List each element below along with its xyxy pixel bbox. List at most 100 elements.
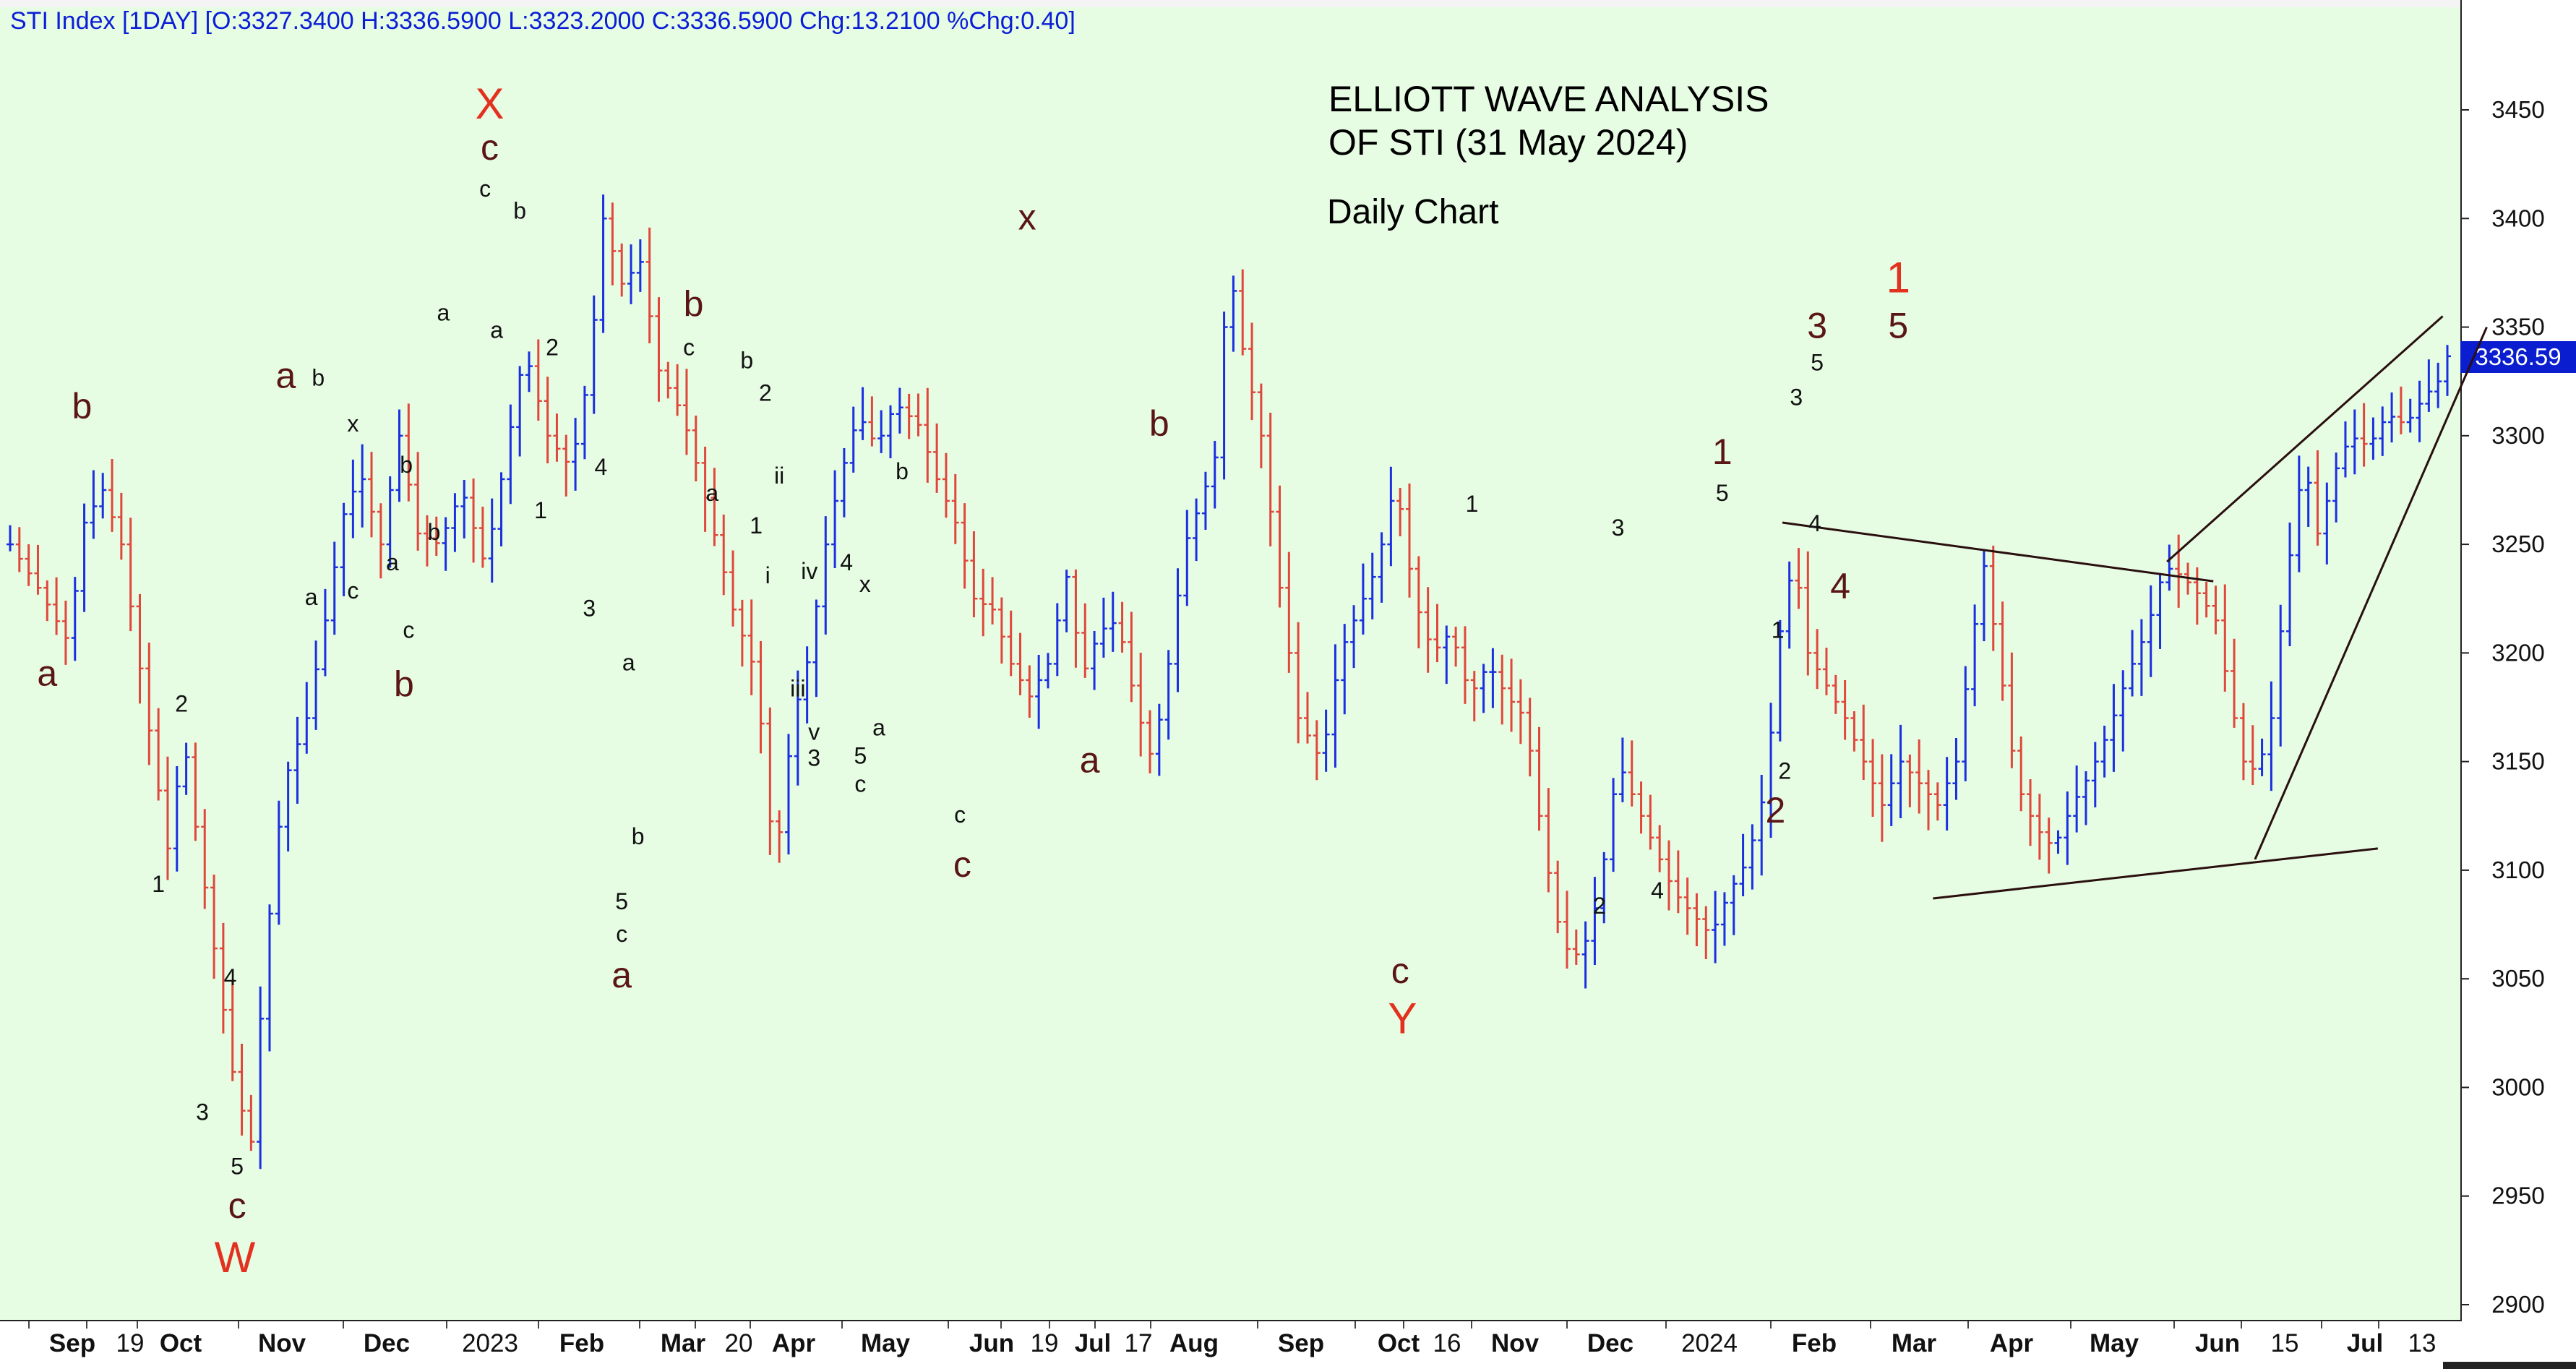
x-tick-label: Dec — [364, 1329, 410, 1357]
y-tick-label: 3050 — [2491, 965, 2544, 992]
wave-label: 2 — [175, 691, 188, 717]
wave-label: b — [72, 386, 92, 426]
wave-label: a — [872, 715, 885, 741]
wave-label: 4 — [594, 454, 607, 480]
x-tick-label: Mar — [661, 1329, 706, 1357]
x-tick-label: 20 — [725, 1329, 753, 1357]
x-tick-label: 2024 — [1681, 1329, 1738, 1357]
wave-label: 3 — [1612, 515, 1625, 541]
x-tick-label: Sep — [1278, 1329, 1324, 1357]
x-tick-label: Apr — [1990, 1329, 2034, 1357]
wave-label: v — [808, 719, 820, 745]
wave-label: x — [347, 411, 359, 437]
wave-label: a — [437, 300, 450, 326]
x-tick-label: May — [2090, 1329, 2139, 1357]
wave-label: b — [684, 284, 704, 325]
wave-label: c — [854, 771, 866, 797]
wave-label: X — [475, 80, 504, 128]
x-tick-label: 19 — [1031, 1329, 1059, 1357]
y-tick-label: 2900 — [2491, 1291, 2544, 1318]
wave-label: 2 — [1778, 758, 1791, 784]
wave-label: 4 — [1830, 566, 1850, 606]
wave-label: b — [740, 348, 753, 374]
wave-label: b — [632, 823, 645, 849]
wave-label: 3 — [196, 1099, 209, 1125]
y-tick-label: 3350 — [2491, 314, 2544, 340]
wave-label: 1 — [534, 497, 547, 523]
x-tick-label: Aug — [1169, 1329, 1219, 1357]
x-tick-label: Oct — [1378, 1329, 1420, 1357]
instrument-ohlc-header: STI Index [1DAY] [O:3327.3400 H:3336.590… — [10, 7, 1076, 35]
x-tick-label: Sep — [49, 1329, 95, 1357]
wave-label: Y — [1388, 994, 1417, 1042]
wave-label: x — [859, 571, 871, 597]
wave-label: 1 — [750, 512, 763, 538]
x-tick-label: Jun — [969, 1329, 1014, 1357]
y-tick-label: 3100 — [2491, 857, 2544, 883]
x-tick-label: 16 — [1433, 1329, 1461, 1357]
wave-label: b — [400, 452, 413, 478]
wave-label: 2 — [759, 380, 772, 406]
x-tick-label: Dec — [1587, 1329, 1633, 1357]
wave-label: c — [347, 578, 359, 604]
wave-label: 5 — [231, 1154, 244, 1180]
wave-label: 3 — [583, 595, 596, 621]
trendline-lower-support — [1933, 847, 2379, 900]
x-tick-label: Nov — [258, 1329, 306, 1357]
wave-label: ii — [774, 463, 784, 489]
wave-label: b — [513, 197, 526, 223]
corner-bar — [2443, 1362, 2576, 1369]
chart-plot-area[interactable] — [0, 0, 2462, 1321]
x-tick-label: Jun — [2195, 1329, 2240, 1357]
chart-title-line2: OF STI (31 May 2024) — [1328, 122, 1688, 163]
y-tick-label: 3150 — [2491, 748, 2544, 775]
wave-label: x — [1018, 197, 1036, 237]
trendline-upper-resistance — [1782, 521, 2214, 583]
x-tick-label: Feb — [559, 1329, 604, 1357]
x-tick-label: Jul — [2347, 1329, 2384, 1357]
wave-label: a — [490, 317, 503, 343]
ohlc-bars — [7, 194, 2451, 1170]
last-price-tag: 3336.59 — [2460, 341, 2576, 373]
y-tick-label: 3450 — [2491, 96, 2544, 123]
top-strip — [0, 0, 2460, 7]
wave-label: iii — [790, 675, 805, 701]
wave-label: 5 — [1716, 480, 1729, 506]
x-tick-label: Nov — [1491, 1329, 1540, 1357]
wave-label: 5 — [615, 888, 628, 914]
wave-label: 3 — [1790, 385, 1803, 411]
price-axis[interactable] — [2462, 0, 2576, 1369]
wave-label: a — [622, 649, 635, 675]
wave-label: b — [394, 664, 414, 704]
wave-label: a — [611, 955, 632, 995]
x-tick-label: 17 — [1125, 1329, 1153, 1357]
x-tick-label: Mar — [1892, 1329, 1937, 1357]
y-tick-label: 3300 — [2491, 422, 2544, 449]
x-tick-label: Feb — [1792, 1329, 1837, 1357]
wave-label: 5 — [1811, 350, 1824, 376]
wave-label: 2 — [1593, 893, 1606, 919]
wave-label: a — [705, 480, 718, 506]
wave-label: c — [954, 802, 966, 828]
x-tick-label: May — [861, 1329, 911, 1357]
wave-label: 1 — [1772, 617, 1785, 643]
wave-label: b — [428, 519, 441, 545]
wave-label: W — [215, 1233, 256, 1282]
wave-label: b — [312, 365, 325, 391]
x-tick-label: Jul — [1075, 1329, 1112, 1357]
y-tick-label: 2950 — [2491, 1183, 2544, 1209]
wave-label: iv — [801, 558, 817, 584]
chart-subtitle: Daily Chart — [1327, 193, 1499, 231]
wave-label: c — [479, 176, 491, 202]
wave-label: 5 — [1888, 306, 1908, 346]
time-axis[interactable] — [0, 1321, 2460, 1369]
wave-label: a — [386, 549, 399, 575]
trendline-wedge-lower — [2254, 326, 2488, 860]
wave-label: a — [1080, 740, 1100, 781]
wave-label: c — [683, 335, 695, 361]
x-tick-label: 15 — [2271, 1329, 2299, 1357]
y-tick-label: 3000 — [2491, 1073, 2544, 1100]
wave-label: 1 — [1712, 432, 1733, 472]
wave-label: 3 — [1807, 306, 1827, 346]
trendline-wedge-upper — [2166, 315, 2444, 563]
